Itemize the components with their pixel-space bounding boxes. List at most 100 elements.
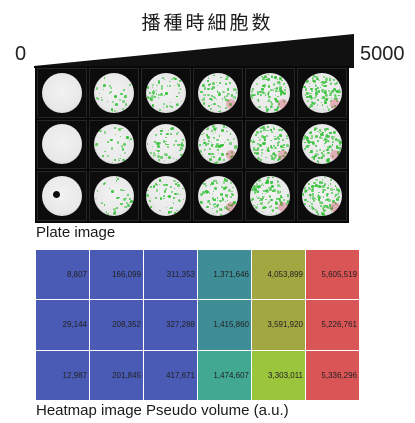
signal-fleck xyxy=(312,157,316,161)
signal-fleck xyxy=(281,145,284,148)
signal-fleck xyxy=(118,98,121,101)
signal-fleck xyxy=(124,103,128,107)
signal-fleck xyxy=(315,211,318,213)
signal-fleck xyxy=(159,209,161,211)
signal-fleck xyxy=(227,199,229,201)
signal-fleck xyxy=(277,137,280,140)
signal-fleck xyxy=(163,103,165,105)
signal-fleck xyxy=(214,197,217,200)
signal-fleck xyxy=(255,189,257,192)
signal-fleck xyxy=(330,191,333,194)
signal-fleck xyxy=(108,92,111,94)
signal-fleck xyxy=(267,149,270,153)
signal-fleck xyxy=(317,127,319,129)
signal-fleck xyxy=(321,155,324,158)
signal-fleck xyxy=(168,195,172,198)
signal-fleck xyxy=(265,189,268,193)
signal-fleck xyxy=(325,135,328,138)
signal-fleck xyxy=(252,148,254,150)
signal-fleck xyxy=(203,182,206,186)
cell-number-gradient-wedge xyxy=(34,34,354,68)
signal-fleck xyxy=(311,136,313,139)
signal-fleck xyxy=(227,76,229,79)
signal-fleck xyxy=(165,92,168,96)
signal-fleck xyxy=(254,187,256,189)
signal-fleck xyxy=(163,152,167,156)
signal-fleck xyxy=(165,140,168,143)
heatmap-cell: 4,053,899 xyxy=(252,250,305,300)
signal-fleck xyxy=(151,83,154,86)
signal-fleck xyxy=(170,128,173,130)
signal-fleck xyxy=(205,134,208,138)
signal-fleck xyxy=(166,156,168,158)
signal-fleck xyxy=(233,87,237,91)
signal-fleck xyxy=(204,94,207,97)
signal-fleck xyxy=(281,138,284,141)
signal-fleck xyxy=(129,199,133,203)
signal-fleck xyxy=(337,150,340,154)
signal-fleck xyxy=(279,88,282,91)
signal-fleck xyxy=(178,91,181,94)
signal-fleck xyxy=(319,181,322,184)
signal-fleck xyxy=(261,76,265,80)
signal-fleck xyxy=(285,87,287,89)
signal-fleck xyxy=(207,93,210,97)
signal-fleck xyxy=(180,194,182,196)
signal-fleck xyxy=(322,188,325,191)
signal-fleck xyxy=(279,201,283,205)
signal-fleck xyxy=(231,202,234,205)
signal-fleck xyxy=(331,144,334,146)
signal-fleck xyxy=(276,106,280,109)
signal-fleck xyxy=(261,197,264,200)
signal-fleck xyxy=(263,195,265,197)
signal-fleck xyxy=(303,85,306,88)
signal-fleck xyxy=(316,212,320,215)
signal-fleck xyxy=(328,90,331,93)
signal-fleck xyxy=(309,140,312,143)
signal-fleck xyxy=(322,185,325,188)
signal-fleck xyxy=(306,91,309,95)
signal-fleck xyxy=(326,76,328,78)
signal-fleck xyxy=(167,85,169,87)
signal-fleck xyxy=(338,143,342,147)
signal-fleck xyxy=(333,88,336,91)
signal-fleck xyxy=(277,80,280,84)
signal-fleck xyxy=(166,144,168,146)
signal-fleck xyxy=(327,199,331,203)
signal-fleck xyxy=(303,138,306,141)
signal-fleck xyxy=(117,178,120,180)
signal-fleck xyxy=(121,100,125,103)
signal-fleck xyxy=(270,76,273,79)
signal-fleck xyxy=(327,187,329,189)
signal-fleck xyxy=(315,179,317,181)
signal-fleck xyxy=(332,131,336,135)
signal-fleck xyxy=(337,189,341,193)
plate-well-cell xyxy=(37,171,87,221)
signal-fleck xyxy=(267,201,270,204)
signal-fleck xyxy=(207,191,209,193)
signal-fleck xyxy=(260,202,264,206)
signal-fleck xyxy=(316,159,319,162)
signal-fleck xyxy=(213,204,215,206)
signal-fleck xyxy=(307,100,309,102)
signal-fleck xyxy=(155,89,158,92)
signal-fleck xyxy=(128,197,131,200)
signal-fleck xyxy=(324,189,326,191)
signal-fleck xyxy=(310,104,313,108)
signal-fleck xyxy=(113,158,116,161)
signal-fleck xyxy=(330,207,333,210)
signal-fleck xyxy=(273,153,277,157)
signal-fleck xyxy=(338,191,341,194)
signal-fleck xyxy=(225,127,228,129)
signal-fleck xyxy=(270,104,274,108)
signal-fleck xyxy=(266,135,268,137)
signal-fleck xyxy=(262,148,264,150)
signal-fleck xyxy=(325,195,328,198)
signal-fleck xyxy=(318,129,321,132)
heatmap-cell: 8,807 xyxy=(36,250,89,300)
plate-well-cell xyxy=(89,68,139,118)
signal-fleck xyxy=(316,139,320,143)
signal-fleck xyxy=(252,88,254,90)
signal-fleck xyxy=(123,205,126,208)
signal-fleck xyxy=(261,135,265,139)
